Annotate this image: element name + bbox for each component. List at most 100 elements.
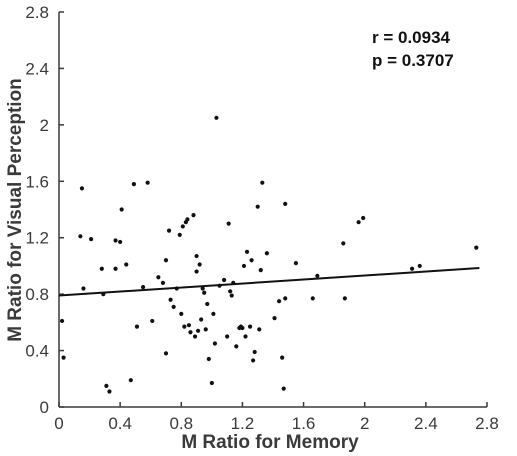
data-point <box>240 325 245 331</box>
data-point <box>99 266 104 271</box>
y-tick-label: 2.4 <box>25 59 49 78</box>
data-point <box>234 344 239 349</box>
data-point <box>134 324 140 329</box>
data-point <box>174 286 179 291</box>
data-point <box>212 341 218 346</box>
data-point <box>356 220 361 225</box>
data-point <box>200 286 205 291</box>
data-point <box>283 296 288 301</box>
data-point <box>191 213 196 218</box>
data-point <box>199 317 204 322</box>
data-point <box>101 292 106 297</box>
data-point <box>163 258 169 263</box>
data-point <box>145 180 150 185</box>
data-point <box>410 266 415 271</box>
data-point <box>342 296 347 301</box>
data-point <box>140 284 146 290</box>
data-point <box>277 299 282 304</box>
data-point <box>119 207 124 212</box>
data-point <box>221 277 227 283</box>
data-point <box>283 201 288 206</box>
data-point <box>180 224 185 229</box>
data-point <box>203 327 208 332</box>
data-point <box>280 355 285 360</box>
plot-layer: 0 0.4 0.8 1.2 1.6 2 2.4 2.8 0 0.4 0.8 1.2 1.6 2 2.4 2.8 <box>25 3 498 433</box>
data-point <box>217 283 222 288</box>
data-point <box>251 358 256 363</box>
data-point <box>241 263 247 269</box>
data-point <box>131 182 136 187</box>
x-tick-label: 2 <box>360 414 369 433</box>
data-point <box>124 262 129 267</box>
stat-r-annotation: r = 0.0934 <box>372 28 451 47</box>
data-point <box>258 268 263 273</box>
y-tick-label: 1.6 <box>25 172 49 191</box>
x-axis-label: M Ratio for Memory <box>181 432 359 453</box>
data-point <box>81 286 86 291</box>
stat-p-annotation: p = 0.3707 <box>372 51 454 70</box>
data-point <box>79 186 85 191</box>
data-point <box>272 316 277 321</box>
data-point <box>315 273 320 278</box>
y-tick-label: 1.2 <box>25 229 49 248</box>
data-point <box>206 356 211 362</box>
data-point <box>252 349 257 355</box>
data-point <box>260 180 265 185</box>
data-point <box>188 330 193 335</box>
y-tick-label: 2.8 <box>25 3 49 22</box>
data-point <box>231 280 236 285</box>
data-point <box>257 327 262 332</box>
data-point <box>197 262 202 267</box>
data-point <box>128 378 133 383</box>
data-point <box>211 311 216 316</box>
data-point <box>281 386 286 391</box>
data-point <box>150 318 155 324</box>
data-point <box>244 249 250 254</box>
data-point <box>264 251 269 256</box>
data-point <box>293 261 299 266</box>
data-point <box>341 241 346 246</box>
data-point <box>194 269 199 274</box>
x-tick-label: 0.4 <box>108 414 132 433</box>
data-point <box>156 275 161 280</box>
x-tick-label: 1.6 <box>292 414 316 433</box>
data-point <box>361 215 366 221</box>
regression-line <box>58 267 480 297</box>
data-point <box>255 204 260 209</box>
data-point <box>168 297 173 302</box>
data-point <box>179 311 184 316</box>
y-tick-label: 0.4 <box>25 342 49 361</box>
data-point <box>209 380 214 386</box>
data-point <box>89 237 94 242</box>
y-tick-label: 0.8 <box>25 285 49 304</box>
data-point <box>78 234 83 239</box>
data-point <box>171 304 176 309</box>
data-point <box>107 389 112 394</box>
data-point <box>474 245 479 250</box>
data-point <box>166 228 172 233</box>
y-tick-label: 2 <box>40 116 49 135</box>
data-point <box>113 238 118 243</box>
data-point <box>214 115 219 120</box>
data-point <box>163 351 169 356</box>
data-point <box>59 318 65 324</box>
data-point <box>225 334 230 339</box>
x-tick-label: 2.8 <box>475 414 499 433</box>
x-tick-label: 0 <box>54 414 63 433</box>
data-point <box>160 280 166 285</box>
y-tick-label: 0 <box>40 398 49 417</box>
data-point <box>182 324 187 329</box>
data-point <box>243 334 248 339</box>
data-point <box>185 217 190 222</box>
x-tick-label: 2.4 <box>414 414 438 433</box>
data-point <box>113 266 118 271</box>
data-point <box>202 290 207 295</box>
data-point <box>417 263 422 269</box>
data-point <box>247 324 253 329</box>
data-point <box>177 232 182 237</box>
x-tick-label: 0.8 <box>169 414 193 433</box>
data-point <box>228 289 233 294</box>
y-axis-label: M Ratio for Visual Perception <box>5 78 26 342</box>
data-point <box>310 296 315 301</box>
